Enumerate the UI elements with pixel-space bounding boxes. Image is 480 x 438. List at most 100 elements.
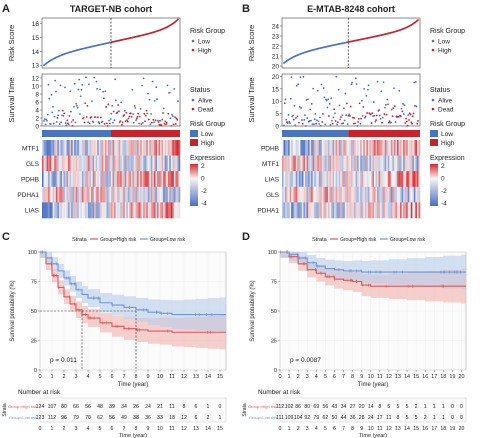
survival-time-point	[296, 115, 299, 118]
heatmap-cell	[346, 140, 349, 156]
heatmap-cell	[158, 155, 161, 172]
heatmap-cell	[144, 202, 147, 219]
heatmap-cell	[71, 140, 73, 156]
heatmap-cell	[92, 202, 95, 219]
heatmap-cell	[321, 171, 324, 188]
heatmap-cell	[308, 171, 310, 188]
heatmap-cell	[109, 171, 112, 188]
survival-time-point	[113, 119, 116, 122]
survival-time-point	[386, 98, 389, 101]
heatmap-cell	[387, 171, 390, 188]
heatmap-cell	[164, 155, 167, 172]
y-tick-label: 100	[28, 250, 37, 256]
y-tick-label: 23	[272, 34, 280, 41]
heatmap-cell	[314, 202, 317, 219]
heatmap-cell	[383, 140, 386, 156]
heatmap-cell	[407, 202, 410, 219]
risk-table-x-tick: 15	[217, 426, 223, 432]
heatmap-cell	[147, 140, 150, 156]
heatmap-cell	[155, 171, 158, 188]
heatmap-cell	[98, 202, 101, 219]
heatmap-cell	[398, 140, 401, 156]
x-tick-label: 5	[324, 374, 327, 380]
heatmap-cell	[383, 171, 386, 188]
heatmap-cell	[349, 186, 352, 203]
bar-legend-label: Low	[441, 131, 453, 138]
bar-legend-title: Risk Group	[430, 121, 465, 128]
heatmap-cell	[297, 186, 300, 203]
heatmap-cell	[52, 202, 55, 219]
survival-time-point	[45, 118, 48, 121]
risk-group-legend-title: Risk Group	[430, 28, 465, 35]
survival-time-point	[153, 99, 156, 102]
survival-time-point	[149, 123, 152, 126]
heatmap-cell	[374, 155, 376, 172]
heatmap-cell	[71, 171, 73, 188]
heatmap-cell	[152, 155, 155, 172]
heatmap-cell	[157, 171, 159, 188]
y-tick-label: 15	[32, 35, 40, 42]
survival-time-point	[140, 123, 143, 125]
heatmap-cell	[175, 140, 178, 156]
risk-table-x-tick: 0	[279, 426, 282, 432]
heatmap-cell	[335, 171, 338, 188]
heatmap-cell	[167, 186, 170, 203]
heatmap-cell	[372, 140, 375, 156]
heatmap-cell	[95, 171, 98, 188]
heatmap-cell	[60, 186, 63, 203]
heatmap-cell	[298, 202, 301, 219]
y-tick-label: 15	[272, 86, 280, 93]
heatmap-cell	[378, 140, 381, 156]
survival-time-point	[61, 109, 64, 112]
heatmap-cell	[326, 186, 329, 203]
survival-time-point	[114, 99, 117, 102]
status-legend-dot	[431, 98, 435, 102]
heatmap-cell	[112, 202, 115, 219]
y-tick-label: 16	[32, 21, 40, 28]
survival-time-point	[410, 121, 413, 124]
heatmap-cell	[358, 171, 361, 188]
survival-time-point	[176, 119, 179, 121]
survival-time-point	[325, 99, 328, 102]
heatmap-cell	[309, 140, 312, 156]
heatmap-cell	[366, 171, 369, 188]
heatmap-cell	[95, 140, 98, 156]
survival-time-point	[411, 115, 414, 118]
survival-time-point	[342, 107, 345, 110]
heatmap-cell	[393, 202, 396, 219]
heatmap-cell	[306, 140, 309, 156]
heatmap-cell	[78, 171, 81, 188]
heatmap-cell	[409, 202, 412, 219]
y-tick-label: 10	[32, 84, 40, 91]
heatmap-cell	[390, 155, 393, 172]
heatmap-cell	[390, 202, 393, 219]
heatmap-cell	[285, 202, 287, 219]
heatmap-cell	[129, 155, 132, 172]
expression-legend-tick: 2	[441, 163, 445, 170]
survival-time-point	[91, 100, 93, 103]
heatmap-cell	[71, 155, 73, 172]
survival-time-point	[148, 98, 151, 101]
survival-time-point	[133, 105, 136, 107]
survival-time-point	[55, 121, 58, 123]
heatmap-cell	[375, 186, 378, 203]
survival-time-point	[382, 81, 385, 84]
survival-time-point	[160, 124, 163, 127]
heatmap-cell	[295, 186, 298, 203]
survival-time-point	[372, 115, 374, 118]
heatmap-cell	[341, 155, 344, 172]
heatmap-cell	[48, 171, 50, 188]
risk-table-cell: 0	[451, 404, 454, 410]
y-tick-label: 50	[271, 309, 277, 315]
heatmap-cell	[407, 171, 410, 188]
risk-table-cell: 1	[442, 404, 445, 410]
survival-time-point	[165, 121, 168, 124]
survival-time-point	[163, 122, 166, 125]
heatmap-cell	[48, 140, 50, 156]
survival-time-point	[106, 125, 109, 127]
risk-table-cell: 123	[36, 415, 45, 421]
heatmap-cell	[135, 155, 138, 172]
risk-table-x-tick: 0	[39, 426, 42, 432]
heatmap-cell	[406, 202, 409, 219]
km-xlabel: Time (year)	[118, 382, 148, 388]
